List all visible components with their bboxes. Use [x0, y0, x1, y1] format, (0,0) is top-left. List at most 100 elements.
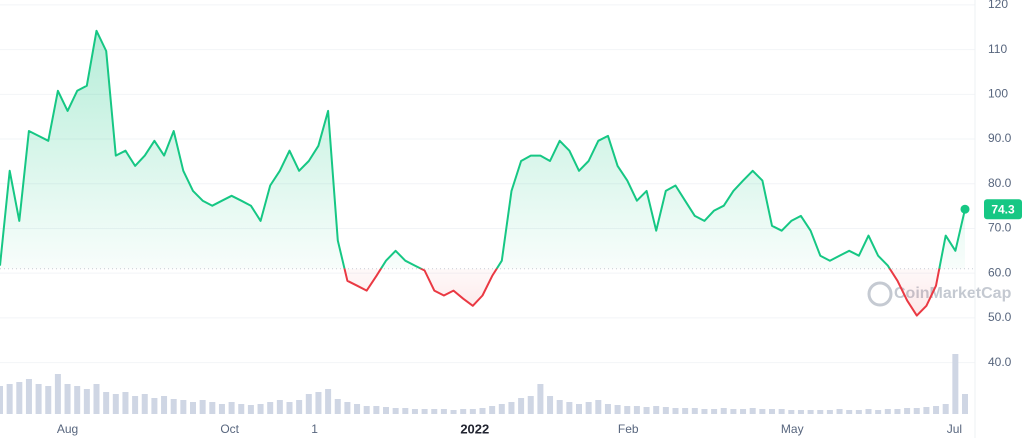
volume-bar	[527, 396, 534, 414]
y-tick-label: 110	[988, 42, 1007, 56]
volume-bar	[730, 409, 737, 414]
volume-bar	[826, 410, 833, 414]
volume-bar	[6, 384, 13, 414]
last-point	[960, 204, 970, 214]
volume-bar	[469, 409, 476, 414]
volume-bar	[267, 402, 274, 414]
volume-bar	[865, 409, 872, 414]
volume-bar	[682, 408, 689, 414]
volume-bar	[354, 404, 361, 414]
volume-bar	[141, 394, 148, 414]
price-badge	[984, 199, 1022, 220]
volume-bar	[228, 402, 235, 414]
volume-bar	[247, 405, 254, 414]
y-tick-label: 60.0	[988, 265, 1012, 279]
volume-bar	[411, 409, 418, 414]
volume-bar	[190, 402, 196, 414]
x-tick-label: 2022	[460, 421, 489, 436]
volume-bar	[720, 408, 727, 414]
volume-bar	[788, 410, 795, 414]
volume-bar	[93, 384, 100, 414]
volume-bar	[653, 406, 660, 414]
volume-bar	[161, 396, 168, 414]
volume-bar	[537, 384, 544, 414]
volume-bar	[672, 408, 679, 414]
x-tick-label: 1	[311, 422, 318, 436]
volume-bar	[942, 404, 949, 414]
y-tick-label: 100	[988, 87, 1008, 101]
volume-bar	[151, 398, 158, 414]
volume-bar	[35, 384, 42, 414]
volume-bar	[180, 400, 187, 414]
volume-bar	[296, 400, 303, 414]
volume-bar	[797, 410, 804, 414]
volume-bar	[64, 384, 71, 414]
volume-bar	[701, 409, 708, 414]
volume-bar	[817, 410, 824, 414]
volume-bar	[344, 402, 351, 414]
volume-bar	[711, 409, 718, 414]
y-tick-label: 80.0	[988, 176, 1012, 190]
volume-bar	[547, 396, 554, 414]
volume-bar	[769, 409, 775, 414]
price-area	[0, 30, 965, 316]
volume-bar	[875, 410, 882, 414]
volume-bar	[170, 399, 177, 414]
volume-bar	[16, 382, 23, 414]
volume-bar	[373, 406, 380, 414]
volume-bar	[74, 386, 81, 414]
volume-bar	[595, 400, 602, 414]
volume-bar	[846, 410, 853, 414]
volume-bar	[440, 409, 447, 414]
volume-bar	[566, 402, 573, 414]
volume-bar	[576, 404, 582, 414]
volume-bar	[103, 392, 110, 414]
volume-bar	[392, 408, 399, 414]
volume-bar	[585, 402, 592, 414]
volume-bar	[508, 402, 515, 414]
y-tick-label: 90.0	[988, 131, 1012, 145]
volume-bar	[450, 410, 457, 414]
volume-bar	[923, 407, 930, 414]
volume-bar	[122, 392, 129, 414]
volume-bar	[132, 396, 139, 414]
volume-bar	[662, 407, 669, 414]
volume-bar	[691, 408, 698, 414]
volume-bar	[218, 404, 225, 414]
volume-bar	[383, 407, 389, 414]
x-tick-label: Oct	[220, 422, 239, 436]
y-tick-label: 40.0	[988, 355, 1012, 369]
volume-bar	[740, 409, 747, 414]
volume-bar	[363, 406, 370, 414]
volume-bar	[962, 394, 968, 414]
x-tick-label: Feb	[618, 422, 639, 436]
volume-bar	[933, 406, 940, 414]
volume-bar	[325, 389, 332, 414]
volume-bar	[836, 409, 843, 414]
volume-bar	[83, 389, 90, 414]
volume-bar	[855, 410, 862, 414]
volume-bar	[199, 400, 206, 414]
volume-bar	[25, 379, 32, 414]
volume-bar	[904, 408, 911, 414]
y-tick-label: 70.0	[988, 221, 1012, 235]
volume-bar	[952, 354, 959, 414]
x-tick-label: Jul	[947, 422, 962, 436]
volume-bar	[45, 386, 52, 414]
volume-bar	[334, 399, 341, 414]
volume-bar	[778, 409, 785, 414]
volume-bar	[276, 400, 283, 414]
volume-bar	[643, 407, 650, 414]
volume-bar	[431, 409, 438, 414]
watermark: CoinMarketCap	[867, 281, 1012, 307]
volume-bar	[209, 402, 216, 414]
volume-bar	[489, 406, 496, 414]
volume-bar	[460, 409, 467, 414]
volume-bar	[238, 404, 245, 414]
volume-bar	[0, 386, 3, 414]
volume-bar	[749, 408, 756, 414]
x-tick-label: Aug	[57, 422, 78, 436]
volume-bar	[112, 394, 119, 414]
volume-bar	[257, 404, 264, 414]
